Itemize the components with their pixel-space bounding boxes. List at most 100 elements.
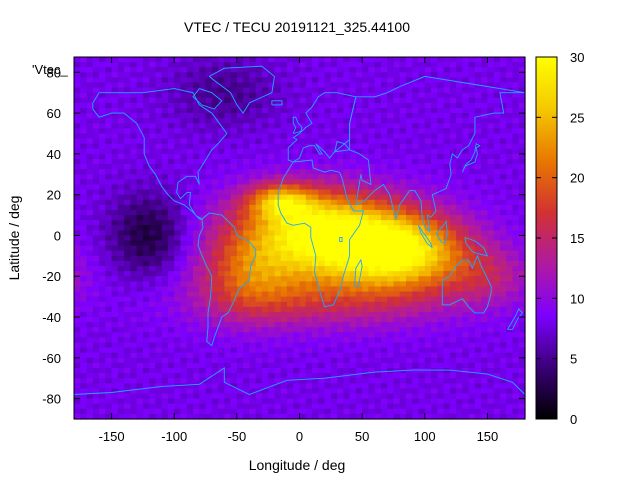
heatmap-cell bbox=[105, 347, 113, 354]
heatmap-cell bbox=[117, 209, 125, 216]
heatmap-cell bbox=[318, 347, 326, 354]
heatmap-cell bbox=[286, 271, 294, 277]
heatmap-cell bbox=[299, 281, 307, 288]
heatmap-cell bbox=[474, 317, 482, 323]
heatmap-cell bbox=[431, 306, 438, 313]
heatmap-cell bbox=[380, 82, 388, 89]
heatmap-cell bbox=[286, 72, 294, 78]
heatmap-cell bbox=[186, 306, 194, 313]
heatmap-cell bbox=[205, 133, 213, 140]
heatmap-cell bbox=[481, 199, 489, 206]
heatmap-cell bbox=[99, 215, 106, 221]
heatmap-cell bbox=[324, 107, 332, 114]
heatmap-cell bbox=[268, 62, 276, 68]
heatmap-cell bbox=[130, 327, 138, 333]
heatmap-cell bbox=[218, 408, 225, 415]
heatmap-cell bbox=[405, 357, 413, 364]
heatmap-cell bbox=[136, 62, 144, 68]
heatmap-cell bbox=[92, 291, 100, 298]
heatmap-cell bbox=[431, 260, 438, 267]
heatmap-cell bbox=[86, 235, 94, 242]
heatmap-cell bbox=[293, 362, 301, 369]
heatmap-cell bbox=[468, 67, 476, 73]
heatmap-cell bbox=[268, 164, 276, 170]
heatmap-cell bbox=[405, 337, 413, 344]
heatmap-cell bbox=[92, 250, 100, 257]
heatmap-cell bbox=[255, 245, 263, 252]
heatmap-cell bbox=[236, 128, 244, 135]
heatmap-cell bbox=[92, 204, 100, 211]
heatmap-cell bbox=[293, 199, 301, 206]
heatmap-cell bbox=[474, 62, 482, 68]
heatmap-cell bbox=[456, 204, 463, 211]
heatmap-cell bbox=[243, 215, 250, 221]
heatmap-cell bbox=[318, 194, 326, 201]
heatmap-cell bbox=[243, 250, 250, 257]
heatmap-cell bbox=[487, 225, 495, 231]
heatmap-cell bbox=[111, 250, 119, 257]
heatmap-cell bbox=[130, 306, 138, 313]
heatmap-cell bbox=[468, 215, 476, 221]
heatmap-cell bbox=[117, 57, 125, 63]
heatmap-cell bbox=[493, 352, 501, 359]
heatmap-cell bbox=[468, 317, 476, 323]
heatmap-cell bbox=[518, 102, 526, 109]
heatmap-cell bbox=[362, 383, 369, 390]
heatmap-cell bbox=[412, 220, 420, 226]
heatmap-cell bbox=[299, 255, 307, 262]
heatmap-cell bbox=[199, 332, 207, 339]
heatmap-cell bbox=[92, 82, 100, 89]
heatmap-cell bbox=[418, 123, 426, 129]
heatmap-cell bbox=[299, 245, 307, 252]
heatmap-cell bbox=[337, 118, 344, 124]
heatmap-cell bbox=[99, 220, 106, 226]
heatmap-cell bbox=[236, 260, 244, 267]
heatmap-cell bbox=[174, 347, 182, 354]
heatmap-cell bbox=[236, 164, 244, 170]
heatmap-cell bbox=[130, 189, 138, 196]
heatmap-cell bbox=[155, 158, 163, 165]
heatmap-cell bbox=[337, 378, 344, 384]
heatmap-cell bbox=[86, 118, 94, 124]
heatmap-cell bbox=[424, 184, 432, 191]
heatmap-cell bbox=[512, 225, 520, 231]
heatmap-cell bbox=[405, 102, 413, 109]
heatmap-cell bbox=[155, 296, 163, 303]
heatmap-cell bbox=[299, 87, 307, 94]
heatmap-cell bbox=[443, 148, 451, 155]
heatmap-cell bbox=[456, 184, 463, 191]
heatmap-cell bbox=[274, 255, 282, 262]
heatmap-cell bbox=[111, 220, 119, 226]
heatmap-cell bbox=[443, 281, 451, 288]
heatmap-cell bbox=[186, 118, 194, 124]
heatmap-cell bbox=[468, 107, 476, 114]
heatmap-cell bbox=[268, 133, 276, 140]
heatmap-cell bbox=[405, 204, 413, 211]
heatmap-cell bbox=[186, 327, 194, 333]
heatmap-cell bbox=[149, 260, 157, 267]
heatmap-cell bbox=[155, 378, 163, 384]
heatmap-cell bbox=[161, 352, 169, 359]
heatmap-cell bbox=[286, 118, 294, 124]
heatmap-cell bbox=[312, 357, 319, 364]
heatmap-cell bbox=[155, 92, 163, 99]
heatmap-cell bbox=[474, 342, 482, 349]
heatmap-cell bbox=[318, 301, 326, 308]
heatmap-cell bbox=[280, 62, 288, 68]
heatmap-cell bbox=[424, 393, 432, 400]
heatmap-cell bbox=[174, 123, 182, 129]
heatmap-cell bbox=[124, 102, 131, 109]
heatmap-cell bbox=[236, 194, 244, 201]
heatmap-cell bbox=[218, 332, 225, 339]
heatmap-cell bbox=[368, 179, 376, 186]
heatmap-cell bbox=[412, 378, 420, 384]
heatmap-cell bbox=[268, 362, 276, 369]
heatmap-cell bbox=[99, 240, 106, 247]
heatmap-cell bbox=[255, 113, 263, 119]
heatmap-cell bbox=[387, 266, 395, 272]
heatmap-cell bbox=[337, 362, 344, 369]
heatmap-cell bbox=[499, 403, 507, 410]
heatmap-cell bbox=[399, 327, 407, 333]
heatmap-cell bbox=[149, 220, 157, 226]
heatmap-cell bbox=[105, 322, 113, 328]
